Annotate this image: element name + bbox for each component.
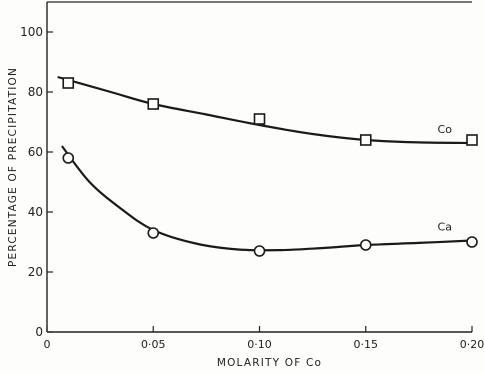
y-tick-label: 20: [28, 265, 43, 279]
data-point-ca: [253, 245, 266, 257]
data-point-co: [466, 134, 478, 146]
data-point-ca: [62, 152, 75, 164]
x-axis-label: MOLARITY OF Co: [217, 357, 322, 369]
x-tick-label: 0·15: [354, 338, 379, 351]
data-point-ca: [466, 236, 478, 248]
data-point-ca: [359, 239, 372, 251]
x-tick-label: 0: [44, 338, 51, 351]
data-point-co: [359, 134, 372, 146]
series-label-co: Co: [438, 123, 453, 136]
y-tick-label: 100: [20, 25, 43, 39]
y-tick-label: 80: [28, 85, 43, 99]
series-line-ca: [61, 145, 473, 252]
y-tick-label: 0: [35, 325, 43, 339]
y-axis-label: PERCENTAGE OF PRECIPITATION: [7, 67, 19, 267]
x-tick-label: 0·05: [141, 338, 166, 351]
data-point-co: [253, 113, 266, 125]
data-point-co: [147, 98, 160, 110]
x-tick-label: 0·10: [247, 338, 272, 351]
data-point-co: [62, 77, 75, 89]
data-point-ca: [147, 227, 160, 239]
y-tick-label: 60: [28, 145, 43, 159]
series-line-co: [57, 75, 473, 145]
y-tick-label: 40: [28, 205, 43, 219]
series-label-ca: Ca: [438, 221, 452, 234]
x-tick-label: 0·20: [460, 338, 484, 351]
